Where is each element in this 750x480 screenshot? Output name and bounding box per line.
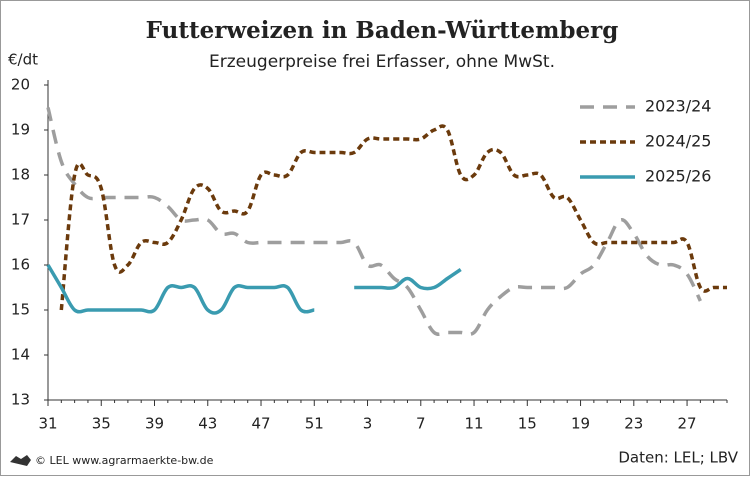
y-tick-label: 18 — [11, 166, 30, 184]
line — [59, 124, 727, 311]
x-tick-label: 7 — [416, 415, 426, 433]
x-tick-label: 11 — [464, 415, 483, 433]
x-tick-label: 27 — [678, 415, 697, 433]
x-tick-label: 23 — [624, 415, 643, 433]
y-tick-label: 20 — [11, 76, 30, 94]
y-tick-label: 17 — [11, 211, 30, 229]
x-tick-label: 43 — [198, 415, 217, 433]
line — [46, 264, 462, 315]
credit: © LEL www.agrarmaerkte-bw.de — [35, 454, 214, 467]
legend-label: 2025/26 — [645, 167, 711, 186]
legend-label: 2023/24 — [645, 97, 711, 116]
y-tick-label: 19 — [11, 121, 30, 139]
chart-title: Futterweizen in Baden-Württemberg — [146, 17, 619, 44]
chart-subtitle: Erzeugerpreise frei Erfasser, ohne MwSt. — [209, 52, 555, 72]
legend-label: 2024/25 — [645, 132, 711, 151]
y-tick-label: 15 — [11, 301, 30, 319]
y-tick-label: 13 — [11, 391, 30, 409]
x-tick-label: 31 — [38, 415, 57, 433]
y-tick-label: 16 — [11, 256, 30, 274]
source: Daten: LEL; LBV — [618, 449, 738, 467]
x-tick-label: 47 — [251, 415, 270, 433]
x-tick-label: 15 — [518, 415, 537, 433]
x-tick-label: 3 — [363, 415, 373, 433]
x-tick-label: 39 — [145, 415, 164, 433]
x-tick-label: 19 — [571, 415, 590, 433]
x-tick-label: 35 — [92, 415, 111, 433]
line — [46, 107, 702, 337]
y-axis-label: €/dt — [8, 51, 38, 69]
y-tick-label: 14 — [11, 346, 30, 364]
logo — [10, 455, 31, 466]
x-tick-label: 51 — [305, 415, 324, 433]
